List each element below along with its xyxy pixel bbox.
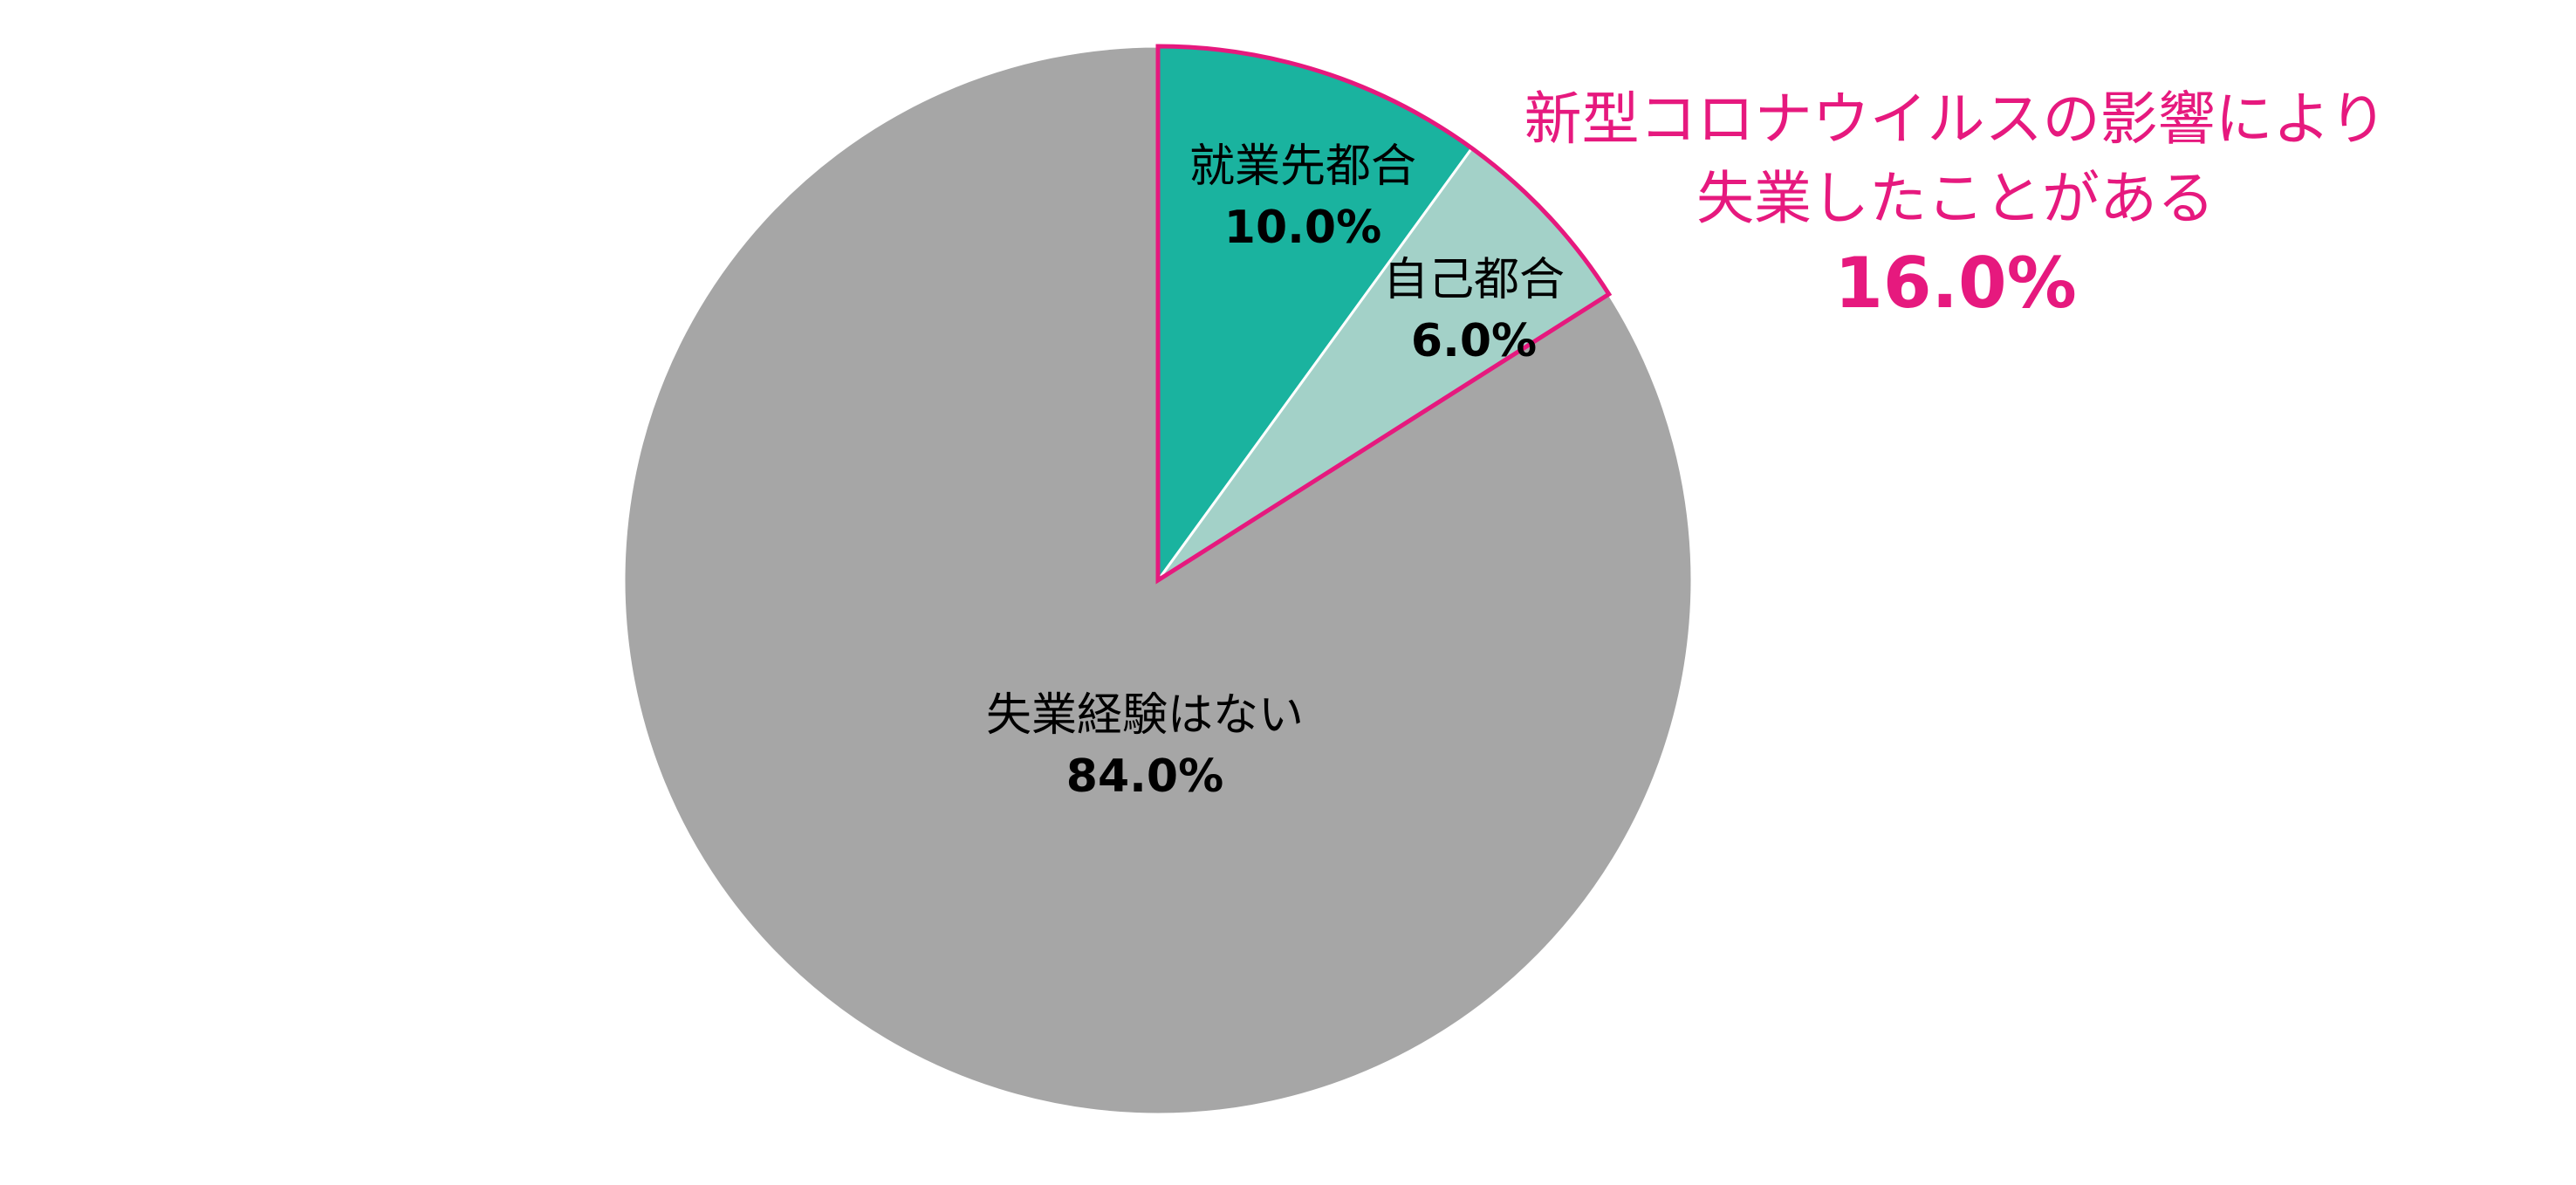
slice-value-label: 6.0%: [1411, 315, 1537, 367]
annotation-text: 新型コロナウイルスの影響により: [1524, 86, 2388, 153]
pie-slice: [622, 45, 1694, 1116]
highlight-outline: [1155, 44, 1613, 585]
slice-label: 自己都合: [1383, 254, 1565, 306]
annotation-text: 失業したことがある: [1696, 165, 2215, 232]
slice-label: 就業先都合: [1189, 140, 1416, 193]
annotation-value: 16.0%: [1834, 243, 2077, 324]
slice-value-label: 10.0%: [1224, 202, 1381, 254]
slice-value-label: 84.0%: [1066, 750, 1223, 803]
slice-label: 失業経験はない: [986, 689, 1304, 742]
